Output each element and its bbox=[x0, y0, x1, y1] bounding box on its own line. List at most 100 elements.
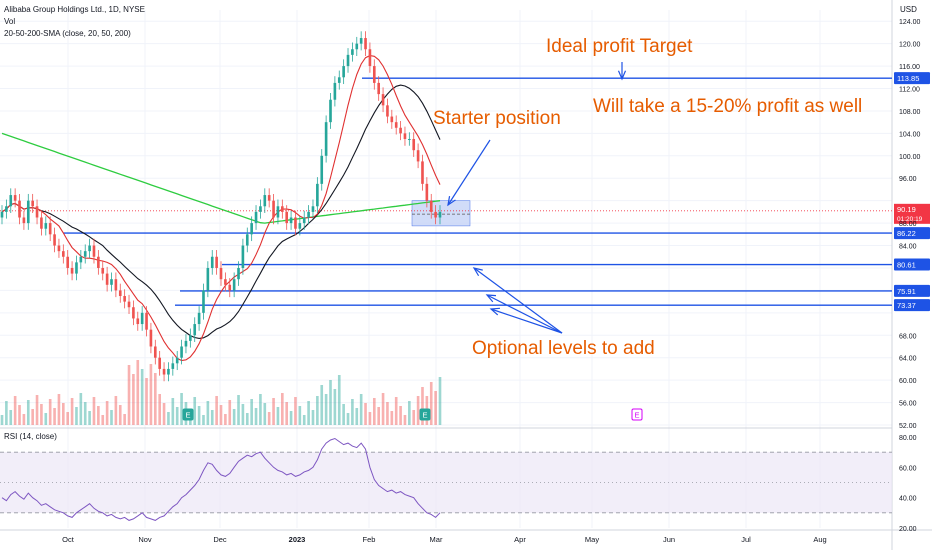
volume-bar bbox=[79, 393, 83, 425]
volume-bar bbox=[140, 369, 144, 425]
price-tick-label: 112.00 bbox=[899, 87, 920, 94]
rsi-label: RSI (14, close) bbox=[4, 432, 57, 441]
candle-body bbox=[272, 200, 275, 218]
starter-annotation: Starter position bbox=[433, 108, 561, 129]
candle-body bbox=[372, 66, 376, 83]
candle-body bbox=[425, 183, 429, 201]
candle-body bbox=[57, 245, 61, 252]
candle-body bbox=[13, 195, 17, 201]
price-tick-label: 52.00 bbox=[899, 423, 917, 430]
candle-body bbox=[110, 279, 113, 285]
volume-bar bbox=[35, 395, 39, 425]
volume-bar bbox=[145, 378, 148, 425]
level-label: 80.61 bbox=[897, 261, 916, 270]
candle-body bbox=[97, 256, 100, 268]
candle-body bbox=[263, 195, 267, 207]
candle-body bbox=[219, 267, 223, 280]
profit-note-annotation: Will take a 15-20% profit as well bbox=[593, 96, 863, 117]
volume-bar bbox=[337, 375, 341, 425]
candle-body bbox=[364, 38, 367, 50]
candle-body bbox=[83, 251, 87, 257]
candle-body bbox=[285, 211, 289, 224]
volume-bar bbox=[263, 403, 267, 425]
candle-body bbox=[416, 150, 420, 162]
volume-bar bbox=[167, 412, 170, 425]
candle-body bbox=[145, 312, 148, 330]
volume-bar bbox=[346, 413, 350, 425]
earnings-marker bbox=[419, 408, 431, 421]
volume-bar bbox=[307, 401, 310, 425]
price-tick-label: 84.00 bbox=[899, 244, 917, 251]
candle-body bbox=[438, 211, 442, 218]
level-label: 113.85 bbox=[897, 74, 919, 83]
earnings-marker-label: E bbox=[423, 411, 428, 420]
price-tick-label: 104.00 bbox=[899, 131, 921, 138]
candle-body bbox=[307, 211, 310, 218]
volume-bar bbox=[320, 385, 324, 425]
candle-body bbox=[302, 217, 306, 224]
candle-body bbox=[114, 279, 118, 291]
candle-body bbox=[359, 38, 363, 44]
volume-bar bbox=[254, 408, 258, 425]
price-tick-label: 108.00 bbox=[899, 109, 921, 116]
candle-body bbox=[434, 211, 437, 218]
level-label: 86.22 bbox=[897, 229, 916, 238]
volume-bar bbox=[171, 398, 175, 425]
price-tick-label: 116.00 bbox=[899, 64, 920, 71]
volume-bar bbox=[97, 406, 100, 425]
volume-bar bbox=[9, 410, 13, 425]
ideal-target-annotation: Ideal profit Target bbox=[546, 36, 693, 57]
candle-body bbox=[237, 267, 240, 280]
target-arrow-head bbox=[617, 70, 627, 81]
candle-body bbox=[48, 223, 52, 235]
volume-bar bbox=[311, 410, 315, 425]
volume-bar bbox=[88, 411, 91, 425]
candle-body bbox=[329, 99, 332, 123]
currency-label: USD bbox=[900, 5, 917, 14]
candle-body bbox=[18, 200, 21, 218]
candle-body bbox=[75, 262, 78, 274]
rsi-tick-label: 60.00 bbox=[899, 465, 917, 472]
sma-20-line bbox=[1, 55, 441, 362]
volume-bar bbox=[237, 395, 240, 425]
time-tick-label: Feb bbox=[363, 535, 376, 544]
volume-bar bbox=[355, 408, 359, 425]
volume-bar bbox=[394, 397, 398, 425]
candle-body bbox=[408, 138, 411, 140]
level-label-bg bbox=[894, 299, 930, 312]
candle-body bbox=[294, 217, 297, 229]
volume-bar bbox=[228, 400, 232, 425]
time-tick-label: Jul bbox=[741, 535, 751, 544]
price-tick-label: 64.00 bbox=[899, 356, 917, 363]
time-tick-label: May bbox=[585, 535, 599, 544]
candle-body bbox=[101, 267, 105, 274]
rsi-tick-label: 80.00 bbox=[899, 435, 917, 442]
volume-bar bbox=[110, 410, 113, 425]
volume-bar bbox=[386, 402, 389, 425]
time-tick-label: Jun bbox=[663, 535, 675, 544]
level-label: 75.91 bbox=[897, 287, 916, 296]
candle-body bbox=[394, 122, 398, 128]
volume-bar bbox=[210, 410, 214, 425]
candle-body bbox=[88, 245, 91, 252]
last-price-bg bbox=[894, 203, 930, 224]
price-tick-label: 56.00 bbox=[899, 401, 917, 408]
volume-bar bbox=[289, 411, 293, 425]
candle-body bbox=[377, 82, 380, 95]
volume-bar bbox=[281, 393, 284, 425]
candle-body bbox=[40, 217, 43, 229]
level-label-bg bbox=[894, 284, 930, 297]
volume-bar bbox=[259, 394, 262, 425]
volume-bar bbox=[44, 413, 48, 425]
candle-body bbox=[311, 206, 315, 212]
volume-bar bbox=[118, 405, 122, 425]
volume-bar bbox=[434, 391, 437, 425]
candle-body bbox=[70, 267, 74, 274]
volume-bar bbox=[408, 401, 411, 425]
price-tick-label: 120.00 bbox=[899, 42, 921, 49]
candle-body bbox=[228, 284, 232, 291]
candle-body bbox=[250, 223, 253, 235]
volume-bar bbox=[193, 397, 197, 425]
volume-bar bbox=[202, 415, 205, 425]
